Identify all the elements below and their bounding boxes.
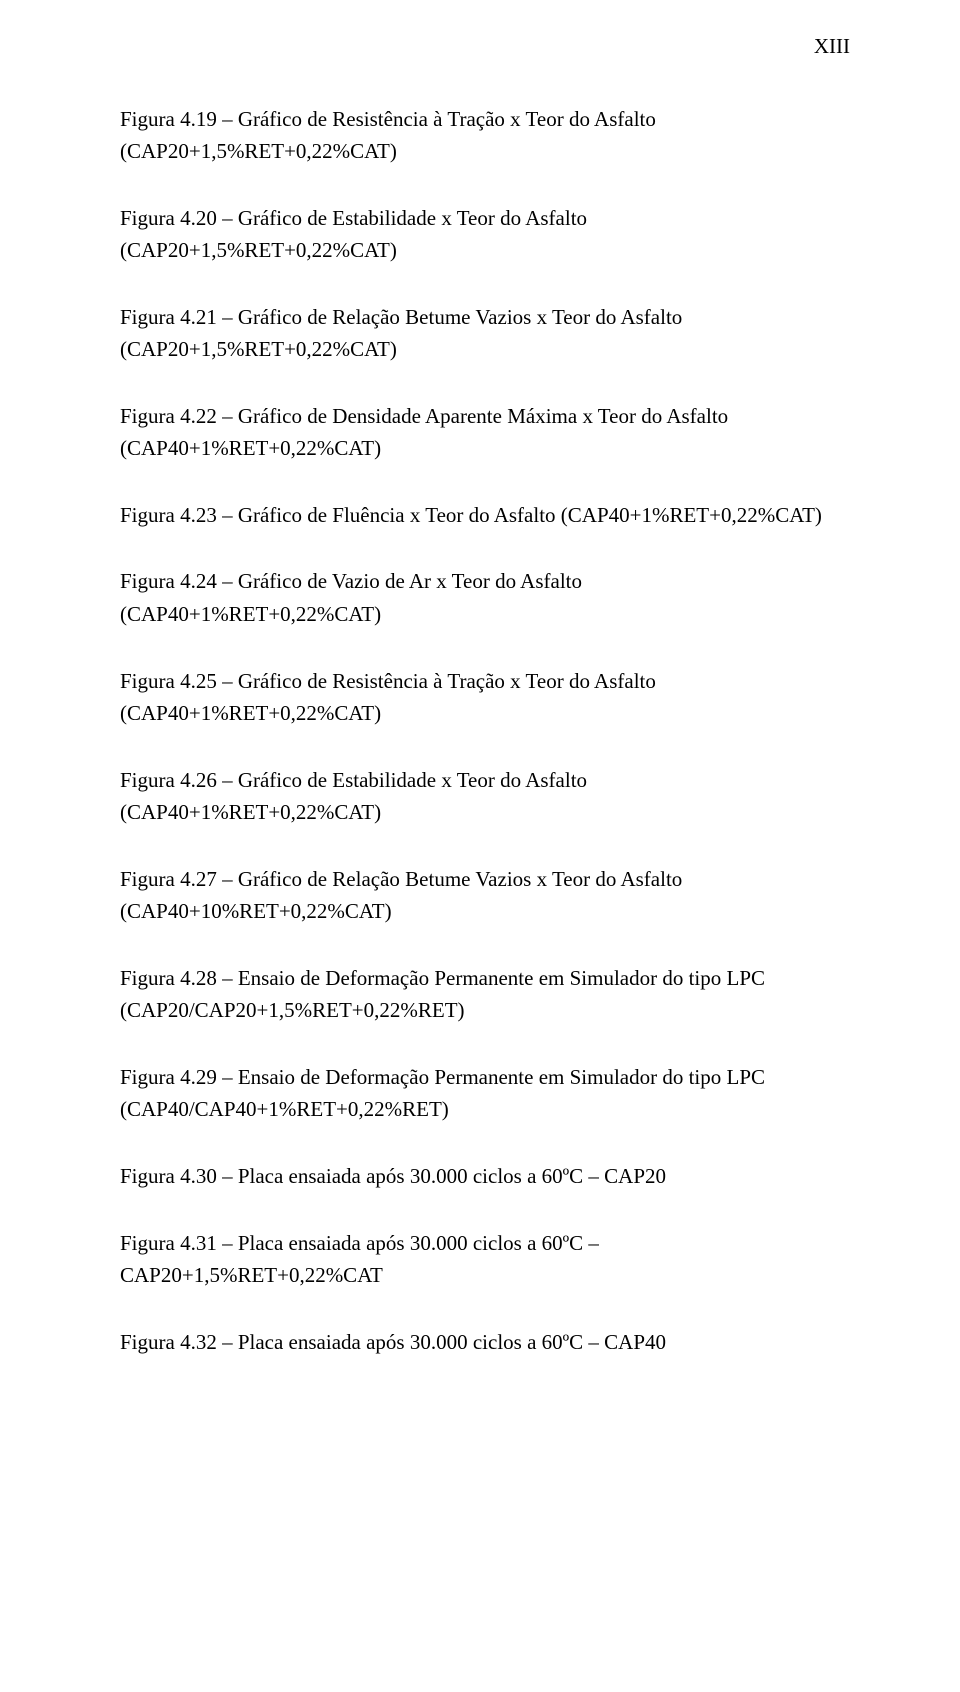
entry-line2: (CAP40/CAP40+1%RET+0,22%RET) bbox=[120, 1093, 850, 1126]
list-item: Figura 4.22 – Gráfico de Densidade Apare… bbox=[120, 400, 850, 465]
entry-line1: Figura 4.28 – Ensaio de Deformação Perma… bbox=[120, 962, 850, 995]
entry-line1: Figura 4.32 – Placa ensaiada após 30.000… bbox=[120, 1326, 850, 1359]
entry-line1: Figura 4.31 – Placa ensaiada após 30.000… bbox=[120, 1227, 850, 1260]
list-item: Figura 4.31 – Placa ensaiada após 30.000… bbox=[120, 1227, 850, 1292]
list-item: Figura 4.23 – Gráfico de Fluência x Teor… bbox=[120, 499, 850, 532]
entry-line2: (CAP40+10%RET+0,22%CAT) bbox=[120, 895, 850, 928]
list-item: Figura 4.30 – Placa ensaiada após 30.000… bbox=[120, 1160, 850, 1193]
entry-line1: Figura 4.30 – Placa ensaiada após 30.000… bbox=[120, 1160, 850, 1193]
list-item: Figura 4.28 – Ensaio de Deformação Perma… bbox=[120, 962, 850, 1027]
list-item: Figura 4.20 – Gráfico de Estabilidade x … bbox=[120, 202, 850, 267]
entry-line2: (CAP20+1,5%RET+0,22%CAT) bbox=[120, 135, 850, 168]
entry-line1: Figura 4.25 – Gráfico de Resistência à T… bbox=[120, 665, 850, 698]
entry-line1: Figura 4.29 – Ensaio de Deformação Perma… bbox=[120, 1061, 850, 1094]
entry-line1: Figura 4.19 – Gráfico de Resistência à T… bbox=[120, 103, 850, 136]
list-item: Figura 4.25 – Gráfico de Resistência à T… bbox=[120, 665, 850, 730]
entry-line2: (CAP20+1,5%RET+0,22%CAT) bbox=[120, 333, 850, 366]
entry-line1: Figura 4.27 – Gráfico de Relação Betume … bbox=[120, 863, 850, 896]
entry-line1: Figura 4.22 – Gráfico de Densidade Apare… bbox=[120, 400, 850, 433]
entry-line1: Figura 4.21 – Gráfico de Relação Betume … bbox=[120, 301, 850, 334]
list-item: Figura 4.24 – Gráfico de Vazio de Ar x T… bbox=[120, 565, 850, 630]
entry-line2: (CAP40+1%RET+0,22%CAT) bbox=[120, 432, 850, 465]
entry-line2: (CAP40+1%RET+0,22%CAT) bbox=[120, 598, 850, 631]
list-item: Figura 4.32 – Placa ensaiada após 30.000… bbox=[120, 1326, 850, 1359]
entry-line2: (CAP40+1%RET+0,22%CAT) bbox=[120, 796, 850, 829]
list-item: Figura 4.27 – Gráfico de Relação Betume … bbox=[120, 863, 850, 928]
entry-line1: Figura 4.26 – Gráfico de Estabilidade x … bbox=[120, 764, 850, 797]
entry-line2: (CAP20+1,5%RET+0,22%CAT) bbox=[120, 234, 850, 267]
list-item: Figura 4.19 – Gráfico de Resistência à T… bbox=[120, 103, 850, 168]
entry-line2: CAP20+1,5%RET+0,22%CAT bbox=[120, 1259, 850, 1292]
list-item: Figura 4.21 – Gráfico de Relação Betume … bbox=[120, 301, 850, 366]
entry-line2: (CAP40+1%RET+0,22%CAT) bbox=[120, 697, 850, 730]
entry-line1: Figura 4.23 – Gráfico de Fluência x Teor… bbox=[120, 499, 850, 532]
list-item: Figura 4.26 – Gráfico de Estabilidade x … bbox=[120, 764, 850, 829]
page-number: XIII bbox=[120, 30, 850, 63]
list-item: Figura 4.29 – Ensaio de Deformação Perma… bbox=[120, 1061, 850, 1126]
entry-line1: Figura 4.24 – Gráfico de Vazio de Ar x T… bbox=[120, 565, 850, 598]
entry-line1: Figura 4.20 – Gráfico de Estabilidade x … bbox=[120, 202, 850, 235]
entry-line2: (CAP20/CAP20+1,5%RET+0,22%RET) bbox=[120, 994, 850, 1027]
